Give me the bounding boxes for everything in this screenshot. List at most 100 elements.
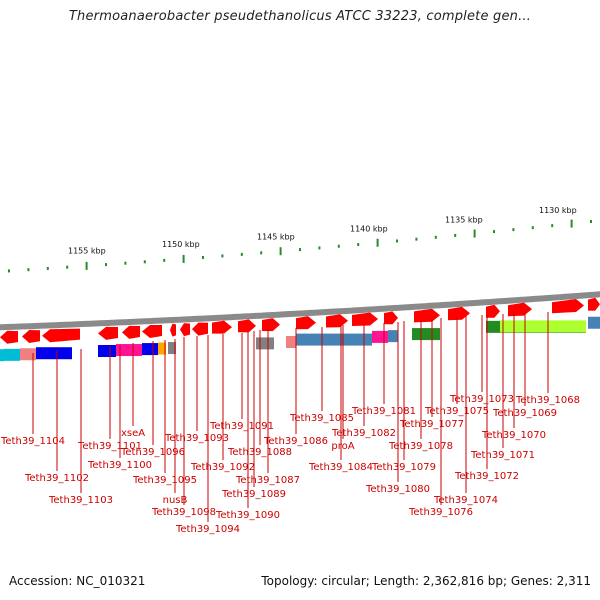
forward-gene-track <box>0 297 600 344</box>
cog-block <box>256 337 274 350</box>
gene-label[interactable]: Teth39_1104 <box>0 436 65 447</box>
scale-tick <box>163 258 166 262</box>
scale-tick <box>551 224 554 228</box>
gene-label[interactable]: Teth39_1100 <box>87 460 152 471</box>
cog-block <box>412 328 440 341</box>
gene-label[interactable]: Teth39_1081 <box>351 406 416 417</box>
gene-arrow[interactable] <box>42 328 80 343</box>
gene-label[interactable]: Teth39_1082 <box>331 428 396 439</box>
gene-arrow[interactable] <box>508 302 532 317</box>
cog-block <box>372 330 388 343</box>
gene-arrow[interactable] <box>384 311 398 325</box>
backbone <box>0 291 600 331</box>
gene-arrow[interactable] <box>326 314 348 328</box>
scale-tick <box>493 230 495 234</box>
gene-arrow[interactable] <box>180 323 190 337</box>
gene-label[interactable]: Teth39_1076 <box>408 507 473 518</box>
gene-label[interactable]: Teth39_1069 <box>492 408 557 419</box>
gene-arrow[interactable] <box>170 323 176 337</box>
scale-tick <box>396 239 398 243</box>
scale-tick <box>415 237 418 241</box>
cog-block <box>158 342 166 355</box>
gene-label[interactable]: Teth39_1071 <box>470 450 535 461</box>
scale-label: 1135 kbp <box>445 215 483 224</box>
scale-tick <box>124 261 127 265</box>
gene-label[interactable]: Teth39_1089 <box>221 489 286 500</box>
gene-label[interactable]: Teth39_1098 <box>151 507 216 518</box>
gene-arrow[interactable] <box>98 326 118 340</box>
cog-color-track <box>0 316 600 362</box>
gene-label[interactable]: Teth39_1102 <box>24 473 89 484</box>
scale-tick <box>531 226 534 230</box>
gene-label[interactable]: Teth39_1095 <box>132 475 197 486</box>
gene-label[interactable]: Teth39_1087 <box>235 475 300 486</box>
gene-label[interactable]: Teth39_1092 <box>190 462 255 473</box>
gene-arrow[interactable] <box>296 316 316 330</box>
gene-label[interactable]: Teth39_1080 <box>365 484 430 495</box>
cog-block <box>116 344 142 357</box>
gene-label[interactable]: Teth39_1085 <box>289 413 354 424</box>
gene-arrow[interactable] <box>352 312 378 327</box>
gene-arrow[interactable] <box>142 324 162 338</box>
gene-label[interactable]: Teth39_1074 <box>433 495 498 506</box>
cog-block <box>588 316 600 329</box>
scale-tick <box>318 246 321 250</box>
scale-tick <box>240 252 243 256</box>
gene-label[interactable]: proA <box>331 441 354 452</box>
scale-label: 1130 kbp <box>539 206 577 215</box>
gene-arrow[interactable] <box>552 298 584 314</box>
gene-label[interactable]: nusB <box>163 495 188 506</box>
gene-label[interactable]: Teth39_1077 <box>399 419 464 430</box>
backbone-arc <box>0 291 600 331</box>
scale-labels: 1155 kbp 1150 kbp 1145 kbp 1140 kbp 1135 kbp… <box>68 206 577 256</box>
scale-tick <box>337 244 340 248</box>
cog-block <box>388 330 398 343</box>
gene-label[interactable]: Teth39_1079 <box>371 462 436 473</box>
scale-tick <box>590 219 592 223</box>
gene-label[interactable]: Teth39_1072 <box>454 471 519 482</box>
gene-arrow[interactable] <box>486 304 500 318</box>
scale-tick <box>260 251 263 255</box>
scale-tick <box>143 260 146 264</box>
gene-label[interactable]: Teth39_1068 <box>515 395 580 406</box>
scale-tick <box>221 254 224 258</box>
gene-label[interactable]: Teth39_1094 <box>175 524 240 535</box>
gene-label[interactable]: Teth39_1078 <box>388 441 453 452</box>
gene-label[interactable]: Teth39_1086 <box>263 436 328 447</box>
topology-summary: Topology: circular; Length: 2,362,816 bp… <box>261 574 591 588</box>
gene-label-leaders <box>32 312 549 522</box>
gene-arrow[interactable] <box>0 330 18 344</box>
gene-arrow[interactable] <box>588 297 600 311</box>
gene-label[interactable]: Teth39_1070 <box>481 430 546 441</box>
cog-block <box>36 347 72 360</box>
cog-block <box>142 343 158 356</box>
cog-block <box>500 320 586 333</box>
scale-tick <box>473 229 476 238</box>
gene-label[interactable]: xseA <box>121 428 145 439</box>
gene-label[interactable]: Teth39_1075 <box>424 406 489 417</box>
gene-arrow[interactable] <box>262 318 280 332</box>
gene-arrow[interactable] <box>122 325 140 339</box>
scale-tick <box>27 268 30 272</box>
gene-label[interactable]: Teth39_1103 <box>48 495 113 506</box>
gene-label[interactable]: Teth39_1073 <box>449 394 514 405</box>
scale-tick <box>182 254 185 263</box>
gene-label[interactable]: Teth39_1088 <box>227 447 292 458</box>
scale-tick <box>454 233 457 237</box>
gene-label[interactable]: Teth39_1093 <box>164 433 229 444</box>
scale-tick <box>299 248 301 252</box>
gene-arrow[interactable] <box>22 329 40 343</box>
scale-tick <box>85 261 88 270</box>
gene-label[interactable]: Teth39_1084 <box>308 462 373 473</box>
map-title: Thermoanaerobacter pseudethanolicus ATCC… <box>68 9 532 24</box>
gene-label[interactable]: Teth39_1096 <box>120 447 185 458</box>
gene-arrow[interactable] <box>212 320 232 334</box>
gene-arrow[interactable] <box>448 306 470 321</box>
gene-label[interactable]: Teth39_1101 <box>77 441 142 452</box>
gene-arrow[interactable] <box>238 319 256 333</box>
gene-arrow[interactable] <box>414 308 440 323</box>
gene-label[interactable]: Teth39_1091 <box>209 421 274 432</box>
gene-label[interactable]: Teth39_1090 <box>215 510 280 521</box>
gene-arrow[interactable] <box>192 322 208 336</box>
